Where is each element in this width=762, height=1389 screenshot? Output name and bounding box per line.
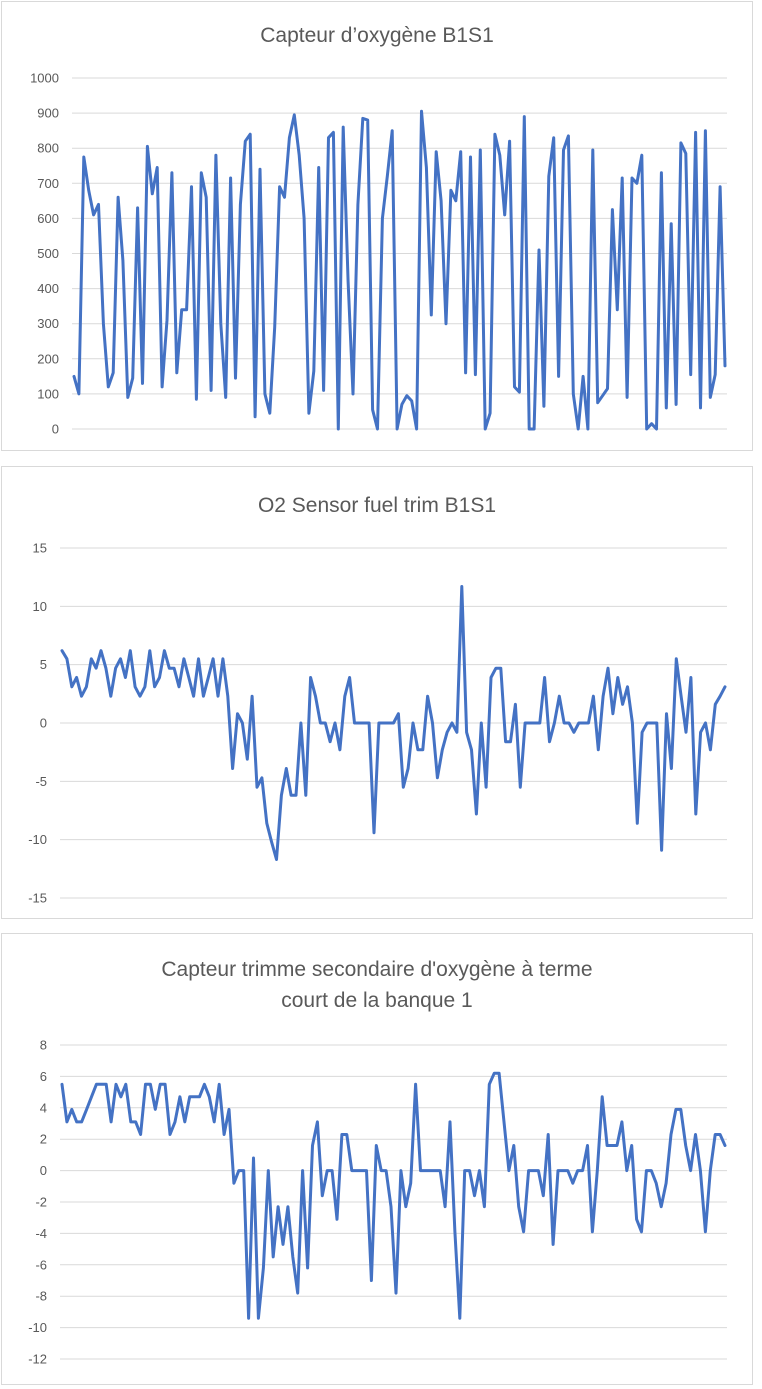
y-tick-label: -6 xyxy=(35,1257,47,1272)
y-tick-label: 900 xyxy=(37,106,59,121)
y-tick-label: 6 xyxy=(40,1069,47,1084)
chart-secondary-oxygen-trim-bank-1: Capteur trimme secondaire d'oxygène à te… xyxy=(1,933,753,1385)
y-tick-label: 10 xyxy=(33,599,47,614)
y-tick-label: 1000 xyxy=(30,71,59,86)
chart-title: Capteur trimme secondaire d'oxygène à te… xyxy=(2,954,752,1016)
y-tick-label: 0 xyxy=(40,716,47,731)
line-chart-plot: 0 100 200 300 400 500 600 700 800 900 1000 xyxy=(30,71,727,437)
y-tick-label: 300 xyxy=(37,316,59,331)
y-tick-label: 700 xyxy=(37,176,59,191)
y-tick-label: -10 xyxy=(28,832,47,847)
series-line xyxy=(60,585,727,861)
series-line xyxy=(72,109,727,431)
y-tick-label: -15 xyxy=(28,891,47,906)
y-tick-label: 4 xyxy=(40,1100,47,1115)
chart-title-line: O2 Sensor fuel trim B1S1 xyxy=(257,494,497,517)
line-chart-plot: -15 -10 -5 0 5 10 15 xyxy=(28,541,727,906)
chart-title: Capteur d’oxygène B1S1 xyxy=(2,20,752,51)
y-tick-label: -4 xyxy=(35,1226,47,1241)
y-tick-label: 0 xyxy=(40,1163,47,1178)
y-tick-label: 600 xyxy=(37,211,59,226)
y-tick-label: -8 xyxy=(35,1289,47,1304)
series-line xyxy=(60,1071,727,1320)
y-tick-label: -12 xyxy=(28,1352,47,1367)
chart-title-line: Capteur d’oxygène B1S1 xyxy=(260,24,494,47)
y-tick-label: 100 xyxy=(37,386,59,401)
y-tick-label: -10 xyxy=(28,1320,47,1335)
y-tick-label: -5 xyxy=(35,774,47,789)
y-tick-label: 400 xyxy=(37,281,59,296)
y-tick-label: 500 xyxy=(37,246,59,261)
y-tick-label: 5 xyxy=(40,657,47,672)
y-tick-label: 8 xyxy=(40,1038,47,1053)
y-tick-label: 15 xyxy=(33,541,47,556)
y-tick-label: -2 xyxy=(35,1195,47,1210)
y-tick-label: 800 xyxy=(37,141,59,156)
chart-title: O2 Sensor fuel trim B1S1 xyxy=(2,490,752,521)
chart-title-line: court de la banque 1 xyxy=(281,989,473,1012)
chart-oxygen-sensor-b1s1: Capteur d’oxygène B1S1 0 100 200 300 400 500 6… xyxy=(1,1,753,451)
y-tick-label: 0 xyxy=(52,422,59,437)
chart-o2-sensor-fuel-trim-b1s1: O2 Sensor fuel trim B1S1 -15 -10 -5 0 5 10 15 xyxy=(1,466,753,919)
y-tick-label: 200 xyxy=(37,351,59,366)
line-chart-plot: -12 -10 -8 -6 -4 -2 0 2 4 6 8 xyxy=(28,1038,727,1367)
y-tick-label: 2 xyxy=(40,1132,47,1147)
chart-title-line: Capteur trimme secondaire d'oxygène à te… xyxy=(161,958,593,981)
